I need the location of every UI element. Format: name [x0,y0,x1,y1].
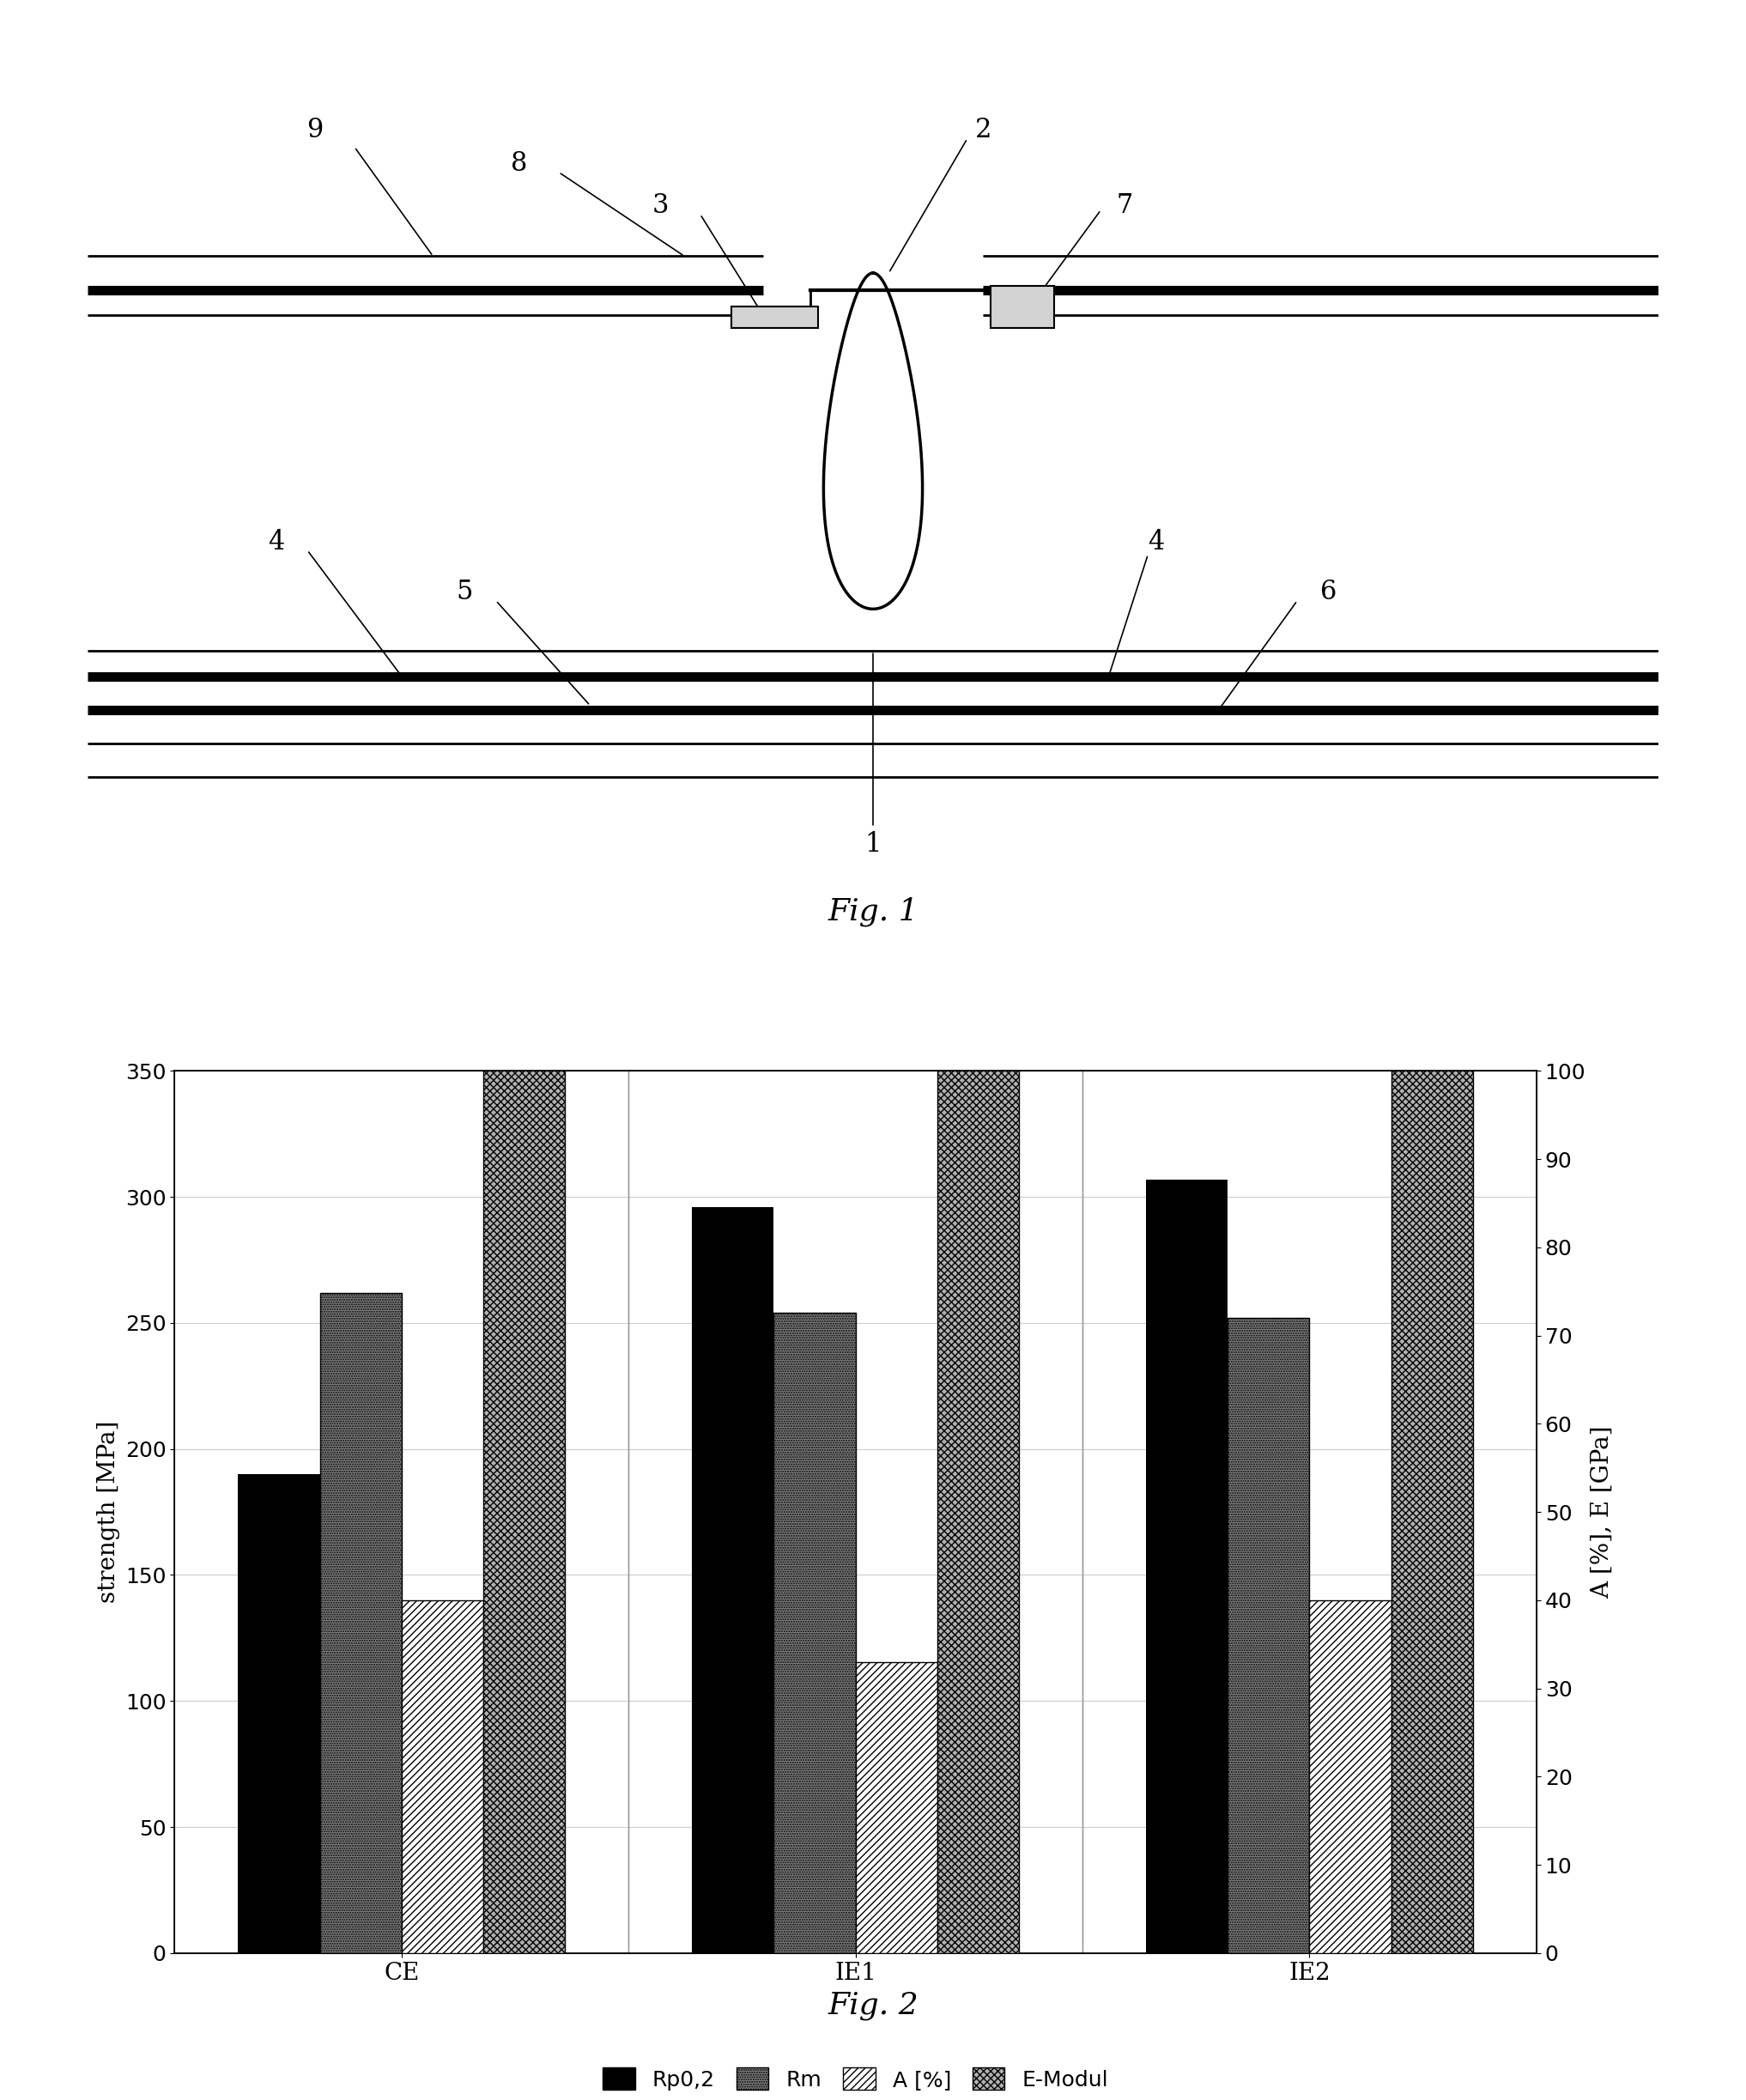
Bar [1227,1319,1310,1953]
Text: 2: 2 [974,118,992,143]
Text: 7: 7 [1116,193,1133,218]
Bar [732,307,819,328]
Text: Fig. 2: Fig. 2 [828,1991,918,2020]
Bar [1145,1180,1227,1953]
Text: 1: 1 [864,832,882,857]
Bar [1310,1600,1392,1953]
Text: 4: 4 [1147,529,1165,554]
Text: 5: 5 [456,580,473,605]
Y-axis label: A [%], E [GPa]: A [%], E [GPa] [1591,1426,1613,1598]
Legend: Rp0,2, Rm, A [%], E-Modul: Rp0,2, Rm, A [%], E-Modul [592,2058,1119,2100]
Text: 3: 3 [653,193,669,218]
Text: Fig. 1: Fig. 1 [828,897,918,926]
Bar [1392,0,1474,1953]
Polygon shape [824,273,922,609]
Bar [992,286,1055,328]
Bar [691,1208,773,1953]
Bar [856,1661,938,1953]
Text: 9: 9 [307,118,323,143]
Bar [320,1294,402,1953]
Y-axis label: strength [MPa]: strength [MPa] [98,1422,120,1602]
Bar [484,0,566,1953]
Bar [938,0,1020,1953]
Bar [773,1312,856,1953]
Bar [402,1600,484,1953]
Bar [237,1474,320,1953]
Text: 4: 4 [267,529,285,554]
Text: 8: 8 [512,151,527,176]
Text: 6: 6 [1320,580,1337,605]
